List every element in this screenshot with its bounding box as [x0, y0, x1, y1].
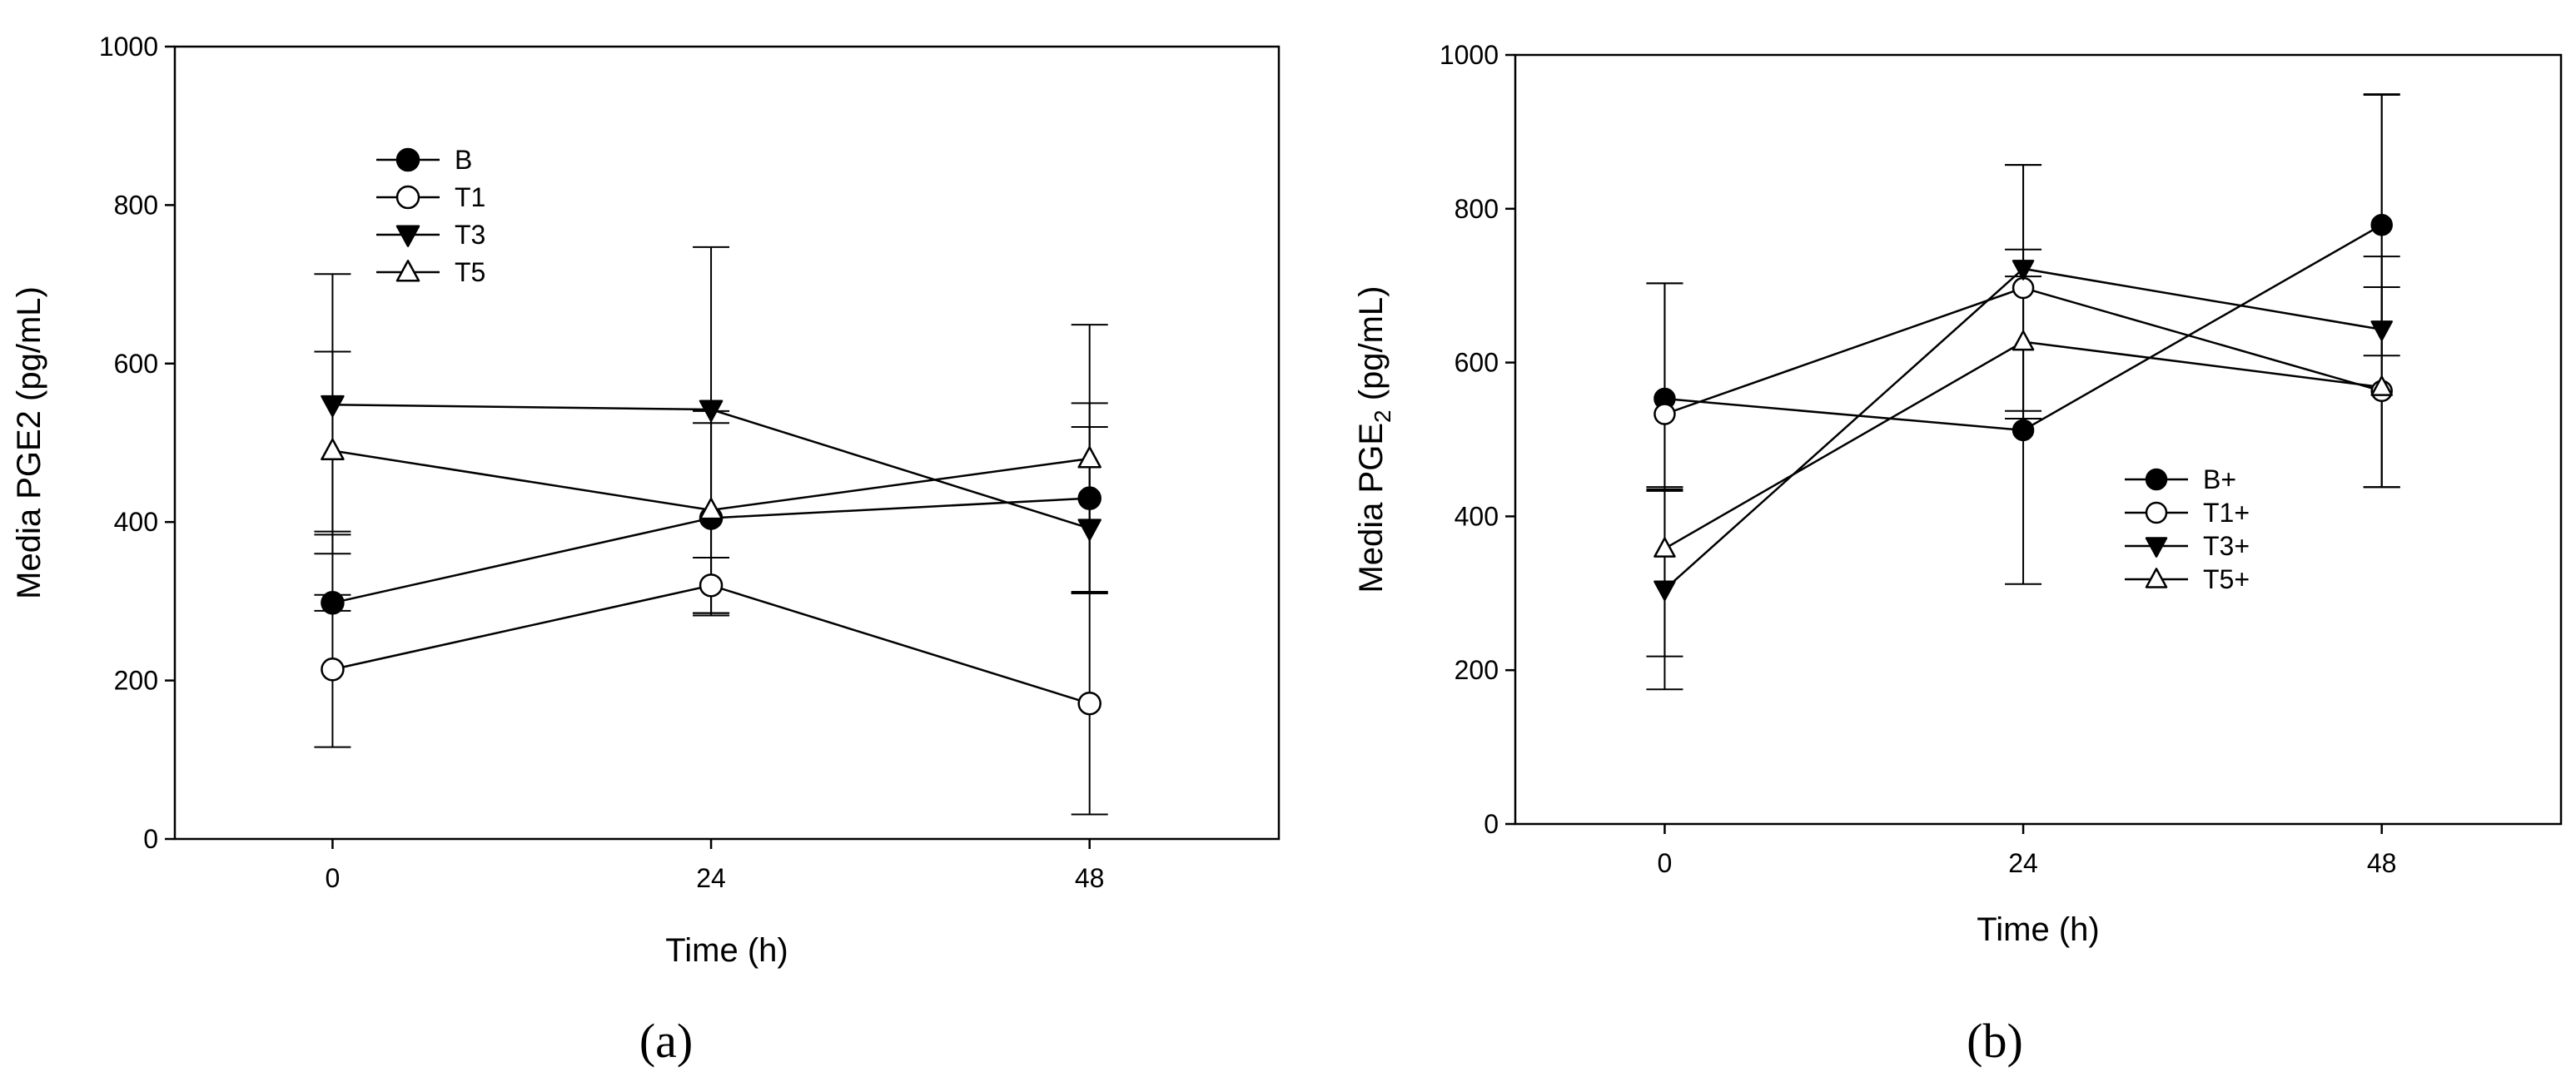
panel-b-y-tick-label: 1000 — [1440, 40, 1499, 70]
panel-b-data-point — [2370, 213, 2393, 236]
panel-b-caption: (b) — [1967, 1014, 2023, 1068]
panel-b-data-point — [2012, 419, 2035, 442]
panel-a-data-point — [321, 438, 345, 461]
panel-a-y-tick-label: 0 — [143, 824, 158, 854]
panel-b-y-axis-label-units: (pg/mL) — [1353, 285, 1390, 409]
panel-b-legend-marker — [2145, 501, 2168, 524]
panel-b-data-point — [2370, 320, 2393, 341]
panel-a-data-point — [699, 498, 724, 520]
panel-b-y-tick-label: 400 — [1455, 501, 1499, 531]
panel-a-data-point — [321, 591, 345, 615]
panel-b-legend-label: T5+ — [2203, 564, 2250, 594]
panel-a-x-tick-label: 0 — [326, 863, 341, 893]
panel-a-legend-marker — [395, 147, 420, 172]
panel-a-y-tick-label: 400 — [114, 507, 158, 537]
panel-a-legend-label: T1 — [455, 182, 485, 212]
panel-b-data-point — [2012, 276, 2035, 300]
panel-b-data-point — [1654, 537, 1676, 558]
panel-b-markers — [1654, 213, 2393, 602]
panel-b-chart: 0 200 400 600 800 1000 0 24 48 B+ T1+T3+T5+ Time … — [1353, 40, 2563, 1068]
panel-a-legend: B T1 T3 T5 — [376, 145, 485, 287]
panel-b-x-tick-label: 48 — [2367, 848, 2397, 878]
panel-a-y-tick-label: 200 — [114, 666, 158, 696]
panel-b-x-tick-label: 24 — [2008, 848, 2038, 878]
panel-b-y-axis-label-subscript: 2 — [1370, 409, 1395, 423]
panel-b-legend-marker — [2145, 568, 2168, 588]
panel-b-data-point — [1654, 580, 1676, 602]
panel-a-x-axis-label: Time (h) — [665, 932, 788, 969]
panel-a-legend-label: B — [455, 145, 472, 175]
panel-a-caption: (a) — [639, 1014, 693, 1068]
panel-a-data-point — [699, 400, 724, 422]
panel-a-y-axis-label: Media PGE2 (pg/mL) — [11, 286, 47, 599]
panel-a-y-tick-label: 600 — [114, 349, 158, 379]
panel-b-x-axis-label: Time (h) — [1977, 911, 2099, 948]
panel-a-data-point — [321, 658, 345, 682]
panel-b-y-axis-label: Media PGE2 (pg/mL) — [1353, 285, 1395, 593]
panel-b-data-point — [1654, 403, 1676, 425]
panel-b-error-bars — [1646, 93, 2400, 691]
panel-b-legend-label: B+ — [2203, 464, 2236, 494]
panel-b-legend: B+ T1+T3+T5+ — [2125, 464, 2250, 594]
panel-a-legend-label: T3 — [455, 220, 485, 250]
panel-b-plot-frame — [1514, 53, 2563, 826]
panel-a-data-point — [1077, 446, 1102, 469]
panel-a-x-tick-label: 24 — [696, 863, 726, 893]
panel-b-legend-marker — [2145, 537, 2168, 558]
panel-a-axes: 0 200 400 600 800 1000 0 24 48 — [99, 32, 1105, 893]
panel-b-axes: 0 200 400 600 800 1000 0 24 48 — [1440, 40, 2397, 878]
panel-a-error-bars — [314, 246, 1108, 816]
panel-b-y-axis-label-main: Media PGE — [1353, 423, 1390, 593]
panel-a-y-tick-label: 1000 — [99, 32, 158, 62]
panel-a-legend-label: T5 — [455, 257, 485, 287]
panel-a-data-point — [699, 573, 724, 598]
panel-b-y-tick-label: 200 — [1455, 655, 1499, 685]
panel-a-legend-marker — [395, 185, 420, 210]
panel-b-data-point — [2370, 375, 2393, 396]
panel-a-plot-frame — [173, 45, 1281, 841]
panel-b-y-tick-label: 0 — [1484, 809, 1499, 839]
panel-a-y-tick-label: 800 — [114, 190, 158, 220]
panel-a-legend-marker — [395, 260, 420, 282]
panel-b-x-tick-label: 0 — [1658, 848, 1673, 878]
panel-b-y-tick-label: 600 — [1455, 348, 1499, 378]
panel-b-data-point — [2012, 330, 2035, 351]
panel-a-data-point — [1077, 519, 1102, 541]
panel-b-data-point — [2012, 260, 2035, 280]
panel-a-data-point — [321, 395, 345, 418]
panel-b-y-tick-label: 800 — [1455, 194, 1499, 224]
panel-b-legend-label: T1+ — [2203, 498, 2250, 528]
panel-b-legend-label: T3+ — [2203, 531, 2250, 561]
panel-a-markers — [321, 395, 1102, 716]
panel-a-x-tick-label: 48 — [1075, 863, 1105, 893]
panel-a-data-point — [1077, 486, 1102, 510]
panel-a-data-point — [1077, 691, 1102, 716]
panel-a-legend-marker — [395, 225, 420, 247]
panel-b-legend-marker — [2145, 468, 2168, 491]
